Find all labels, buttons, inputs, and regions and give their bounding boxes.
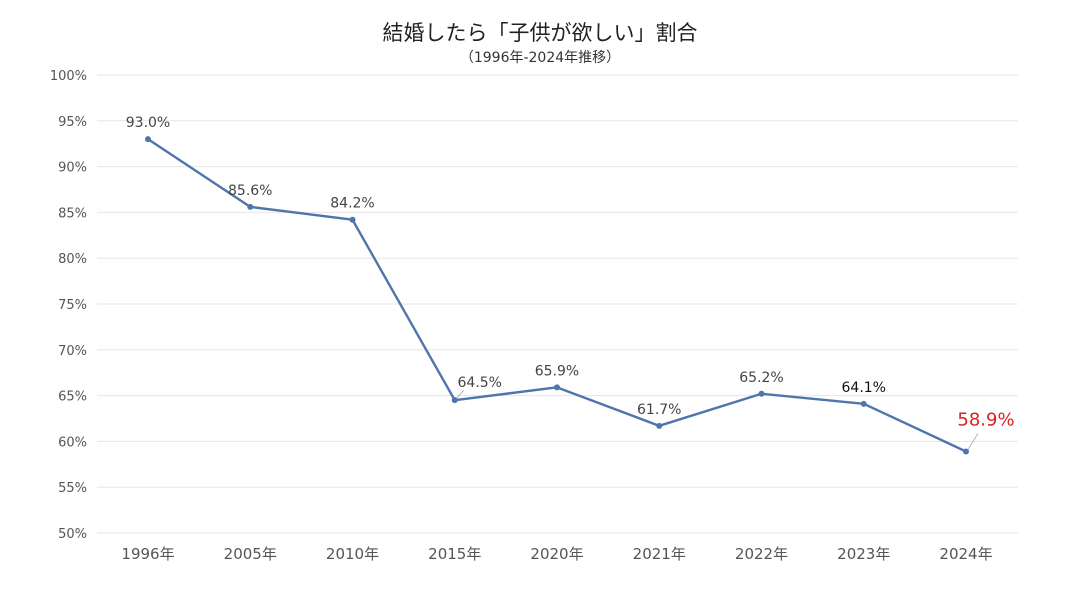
chart-title: 結婚したら「子供が欲しい」割合 xyxy=(383,21,698,45)
data-point xyxy=(758,390,765,397)
label-leader-line xyxy=(456,389,465,399)
data-point xyxy=(247,203,254,210)
data-label: 84.2% xyxy=(330,196,374,212)
data-label: 65.2% xyxy=(739,370,783,386)
data-point xyxy=(451,397,458,404)
y-tick-label: 85% xyxy=(58,206,87,221)
x-tick-label: 2021年 xyxy=(633,545,686,563)
y-tick-label: 50% xyxy=(58,527,87,542)
data-label: 64.5% xyxy=(458,375,502,391)
x-tick-label: 1996年 xyxy=(121,545,174,563)
data-label: 61.7% xyxy=(637,402,681,418)
data-point xyxy=(145,136,151,143)
y-tick-label: 90% xyxy=(58,161,87,176)
x-tick-label: 2020年 xyxy=(530,545,583,563)
data-labels: 93.0% 85.6% 84.2% 64.5% 65.9% 61.7% 65.2% 64.1%… xyxy=(126,115,1015,450)
y-tick-label: 95% xyxy=(58,115,87,130)
x-tick-label: 2024年 xyxy=(939,545,992,563)
y-tick-label: 75% xyxy=(58,298,87,313)
data-label-highlight: 58.9% xyxy=(957,409,1014,430)
data-point xyxy=(656,422,663,429)
label-leader-line xyxy=(967,433,979,450)
grid-lines xyxy=(97,74,1018,534)
x-axis-ticks: 1996年 2005年 2010年 2015年 2020年 2021年 2022年 2023年… xyxy=(121,545,992,563)
data-label: 64.1% xyxy=(842,380,886,396)
data-point xyxy=(963,448,969,455)
x-tick-label: 2005年 xyxy=(224,545,277,563)
x-tick-label: 2010年 xyxy=(326,545,379,563)
y-tick-label: 60% xyxy=(58,435,87,450)
data-label: 93.0% xyxy=(126,115,170,131)
data-point xyxy=(554,384,560,391)
y-tick-label: 70% xyxy=(58,344,87,359)
data-point xyxy=(860,400,867,407)
data-point xyxy=(349,216,356,223)
y-tick-label: 80% xyxy=(58,252,87,267)
x-tick-label: 2022年 xyxy=(735,545,788,563)
y-tick-label: 55% xyxy=(58,481,87,496)
series xyxy=(145,136,969,455)
x-tick-label: 2015年 xyxy=(428,545,481,563)
y-tick-label: 100% xyxy=(50,69,87,84)
data-label: 65.9% xyxy=(535,363,579,379)
data-label: 85.6% xyxy=(228,183,272,199)
chart-subtitle: （1996年-2024年推移） xyxy=(460,50,620,66)
y-axis-ticks: 50% 55% 60% 65% 70% 75% 80% 85% 90% 95% 100% xyxy=(50,69,87,542)
x-tick-label: 2023年 xyxy=(837,545,890,563)
y-tick-label: 65% xyxy=(58,390,87,405)
